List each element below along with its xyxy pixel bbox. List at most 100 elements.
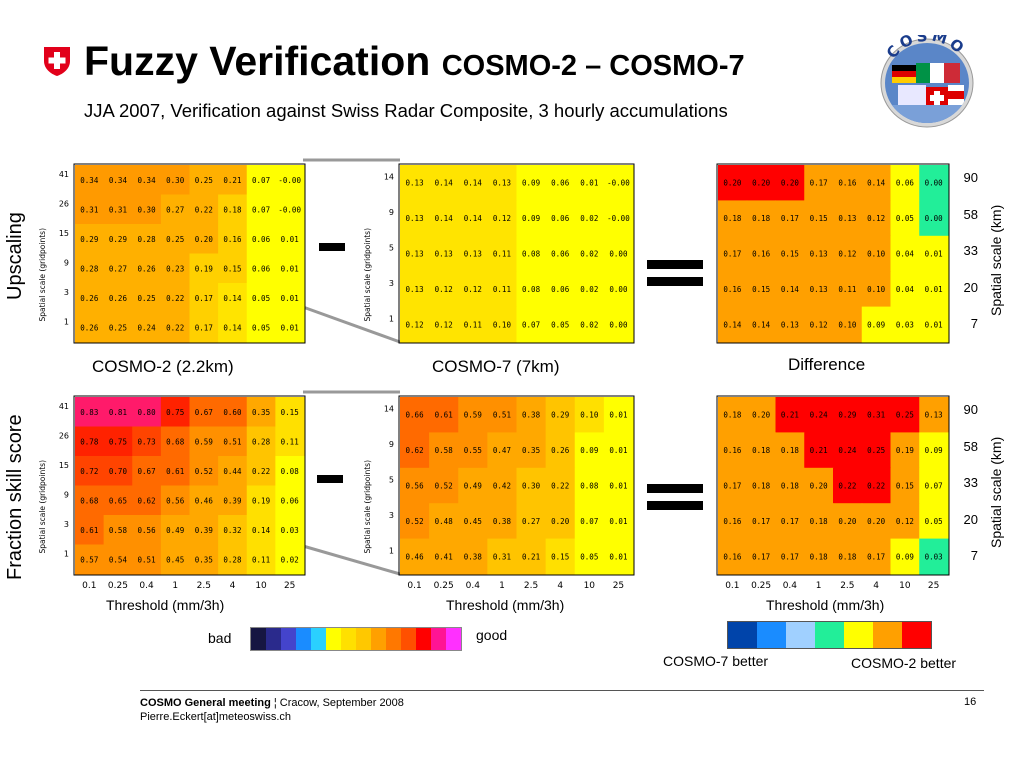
- heatmap-cell-label: 0.04: [896, 250, 915, 259]
- heatmap-cell-label: 0.01: [281, 294, 299, 303]
- heatmap-cell: [103, 165, 133, 195]
- heatmap-frame: [716, 395, 950, 576]
- heatmap-cell-label: 0.30: [138, 205, 157, 214]
- heatmap-cell-label: 0.27: [166, 205, 184, 214]
- heatmap-frame: [73, 395, 306, 576]
- heatmap-cell-label: 0.15: [810, 214, 828, 223]
- heatmap-cell-label: 0.14: [464, 214, 483, 223]
- heatmap-cell: [603, 397, 634, 433]
- heatmap-cell-label: 0.39: [195, 526, 213, 535]
- heatmap-cell-label: 0.15: [781, 250, 799, 259]
- heatmap-cell-label: 0.21: [781, 411, 799, 420]
- km-tick-top-58: 58: [963, 206, 978, 222]
- x-tick-label: 10: [584, 581, 596, 591]
- heatmap-cell-label: 0.05: [580, 552, 598, 561]
- heatmap-cell-label: 0.22: [166, 294, 184, 303]
- heatmap-cell-label: 0.41: [435, 552, 453, 561]
- heatmap-cell: [919, 271, 949, 308]
- heatmap-cell-label: 0.18: [810, 517, 829, 526]
- heatmap-cell: [400, 538, 430, 575]
- heatmap-cell-label: 0.04: [896, 285, 915, 294]
- heatmap-cell: [75, 312, 105, 343]
- km-tick-top-33: 33: [963, 243, 978, 258]
- heatmap-cell: [275, 515, 305, 545]
- heatmap-cell-label: 0.13: [925, 411, 943, 420]
- heatmap-cell-label: 0.24: [838, 446, 857, 455]
- heatmap-cell: [603, 467, 634, 504]
- heatmap-cell: [132, 312, 162, 343]
- heatmap-cell: [804, 538, 834, 575]
- heatmap-cell-label: 0.08: [522, 250, 541, 259]
- heatmap-cell: [246, 456, 276, 486]
- heatmap-cell: [804, 200, 834, 237]
- heatmap-cell: [545, 165, 576, 201]
- heatmap-cell: [890, 235, 920, 272]
- heatmap-cell-label: 0.66: [406, 411, 425, 420]
- heatmap-cell: [603, 306, 634, 343]
- heatmap-cell-label: 0.46: [195, 496, 214, 505]
- heatmap-cell: [132, 397, 162, 427]
- heatmap-cell: [833, 235, 863, 272]
- heatmap-cell: [189, 456, 219, 486]
- x-tick-label: 10: [255, 581, 267, 591]
- heatmap-cell-label: 0.44: [223, 467, 242, 476]
- heatmap-cell: [545, 538, 576, 575]
- y-tick-label: 3: [64, 288, 69, 297]
- heatmap-cell: [775, 397, 805, 433]
- heatmap-cell-label: 0.01: [925, 320, 943, 329]
- heatmap-cell: [487, 503, 517, 540]
- km-tick-bottom-7: 7: [970, 548, 978, 563]
- heatmap-cell-label: 0.51: [138, 555, 156, 564]
- heatmap-cell: [103, 397, 133, 427]
- heatmap-cell: [603, 503, 634, 540]
- heatmap-cell: [746, 165, 776, 201]
- heatmap-cell: [718, 432, 748, 469]
- heatmap-cell: [246, 224, 276, 254]
- heatmap-cell: [919, 503, 949, 540]
- heatmap-cell: [890, 271, 920, 308]
- heatmap-cell-label: 0.01: [281, 235, 299, 244]
- heatmap-cell-label: 0.08: [281, 467, 300, 476]
- y-tick-label: 15: [59, 229, 69, 238]
- heatmap-cell: [275, 544, 305, 575]
- heatmap-cell-label: 0.17: [195, 294, 213, 303]
- heatmap-cell: [132, 485, 162, 516]
- footer-info: COSMO General meeting ¦ Cracow, Septembe…: [140, 696, 404, 724]
- heatmap-cell-label: 0.18: [723, 214, 742, 223]
- heatmap-cell: [545, 397, 576, 433]
- heatmap-cell: [429, 538, 459, 575]
- legend-bad-label: bad: [208, 630, 232, 646]
- heatmap-cell-label: 0.61: [80, 526, 98, 535]
- heatmap-cell-label: 0.17: [752, 552, 770, 561]
- heatmap-cell-label: 0.14: [223, 323, 242, 332]
- heatmap-cell: [833, 200, 863, 237]
- x-tick-label: 1: [816, 581, 822, 591]
- heatmap-cell-label: 0.13: [810, 285, 828, 294]
- heatmap-cell-label: 0.19: [896, 446, 914, 455]
- heatmap-cell: [458, 538, 488, 575]
- heatmap-cell: [746, 235, 776, 272]
- y-tick-label: 1: [64, 317, 69, 326]
- heatmap-cell: [775, 538, 805, 575]
- heatmap-cell: [189, 485, 219, 516]
- heatmap-cell-label: 0.01: [580, 179, 598, 188]
- heatmap-cell-label: 0.31: [867, 411, 885, 420]
- heatmap-cell: [804, 467, 834, 504]
- heatmap-cell-label: 0.11: [464, 320, 482, 329]
- heatmap-cell: [75, 485, 105, 516]
- heatmap-cell: [746, 200, 776, 237]
- skill-legend-swatch: [341, 628, 356, 650]
- heatmap-cell: [861, 235, 891, 272]
- heatmap-cell-label: 0.07: [522, 320, 540, 329]
- skill-legend-swatch: [251, 628, 266, 650]
- heatmap-cell-label: 0.68: [166, 437, 185, 446]
- heatmap-cell-label: 0.06: [252, 235, 271, 244]
- heatmap-cell-label: 0.11: [281, 437, 299, 446]
- heatmap-cell-label: 0.07: [580, 517, 598, 526]
- heatmap-cell-label: 0.38: [522, 411, 541, 420]
- right-label-top: Spatial scale (km): [988, 204, 1004, 316]
- heatmap-cell-label: 0.26: [551, 446, 570, 455]
- heatmap-cell-label: 0.16: [723, 285, 742, 294]
